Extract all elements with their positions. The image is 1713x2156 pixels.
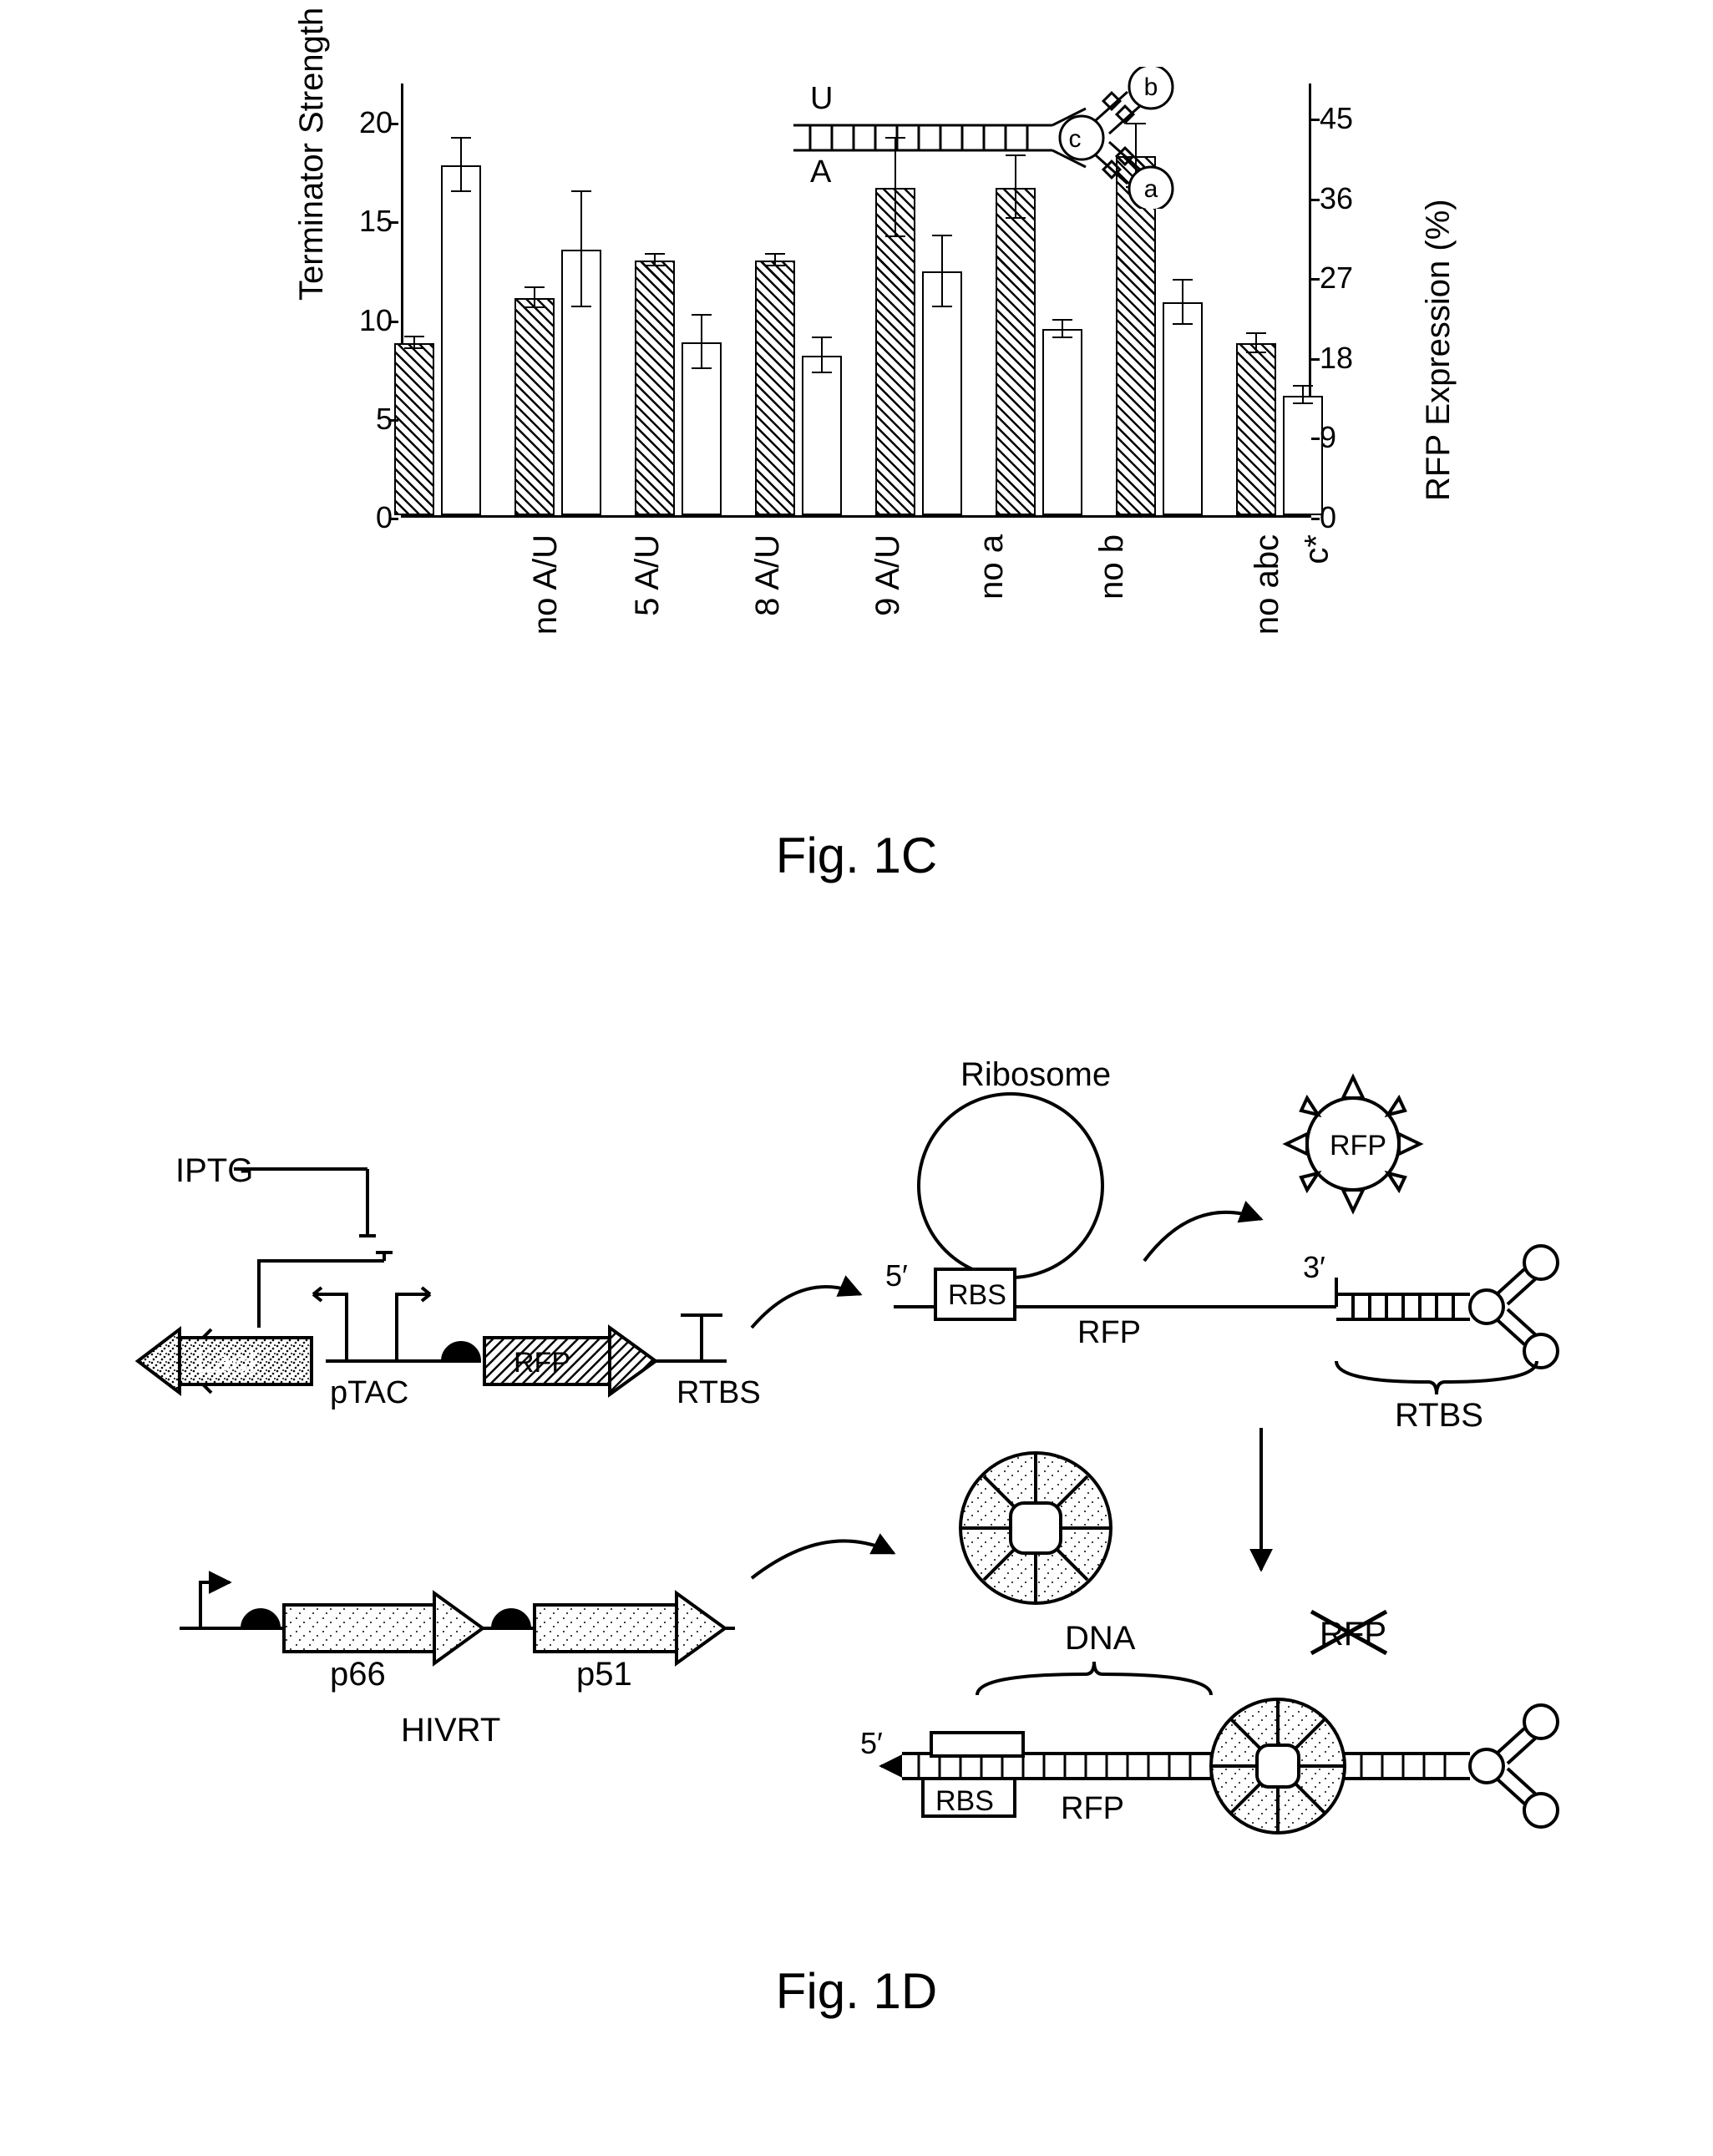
- figure-1c: Terminator Strength (Tₛ) RFP Expression …: [234, 50, 1478, 802]
- inset-loop-b: b: [1144, 73, 1158, 101]
- figure-1d: IPTG LacI pTAC RFP RTBS: [134, 1027, 1579, 1946]
- inset-loop-c: c: [1069, 125, 1082, 153]
- x-category-label: no abc: [1249, 534, 1286, 635]
- bar-ts: [514, 298, 555, 515]
- x-category-label: 8 A/U: [749, 534, 787, 616]
- figure-1c-caption: Fig. 1C: [0, 827, 1713, 884]
- inset-u-label: U: [810, 81, 833, 116]
- iptg-label: IPTG: [175, 1152, 253, 1189]
- bar-rfp: [441, 165, 481, 515]
- bar-rfp: [1283, 396, 1323, 515]
- y-axis-label-right: RFP Expression (%): [1420, 199, 1457, 501]
- laci-label: LacI: [196, 1344, 256, 1379]
- bar-rfp: [1163, 302, 1203, 515]
- rtbs-brace-label: RTBS: [1395, 1397, 1483, 1434]
- rbs-label-2: RBS: [935, 1785, 994, 1817]
- p51-label: p51: [576, 1656, 632, 1693]
- hivrt-label: HIVRT: [401, 1712, 500, 1749]
- dna-label: DNA: [1065, 1620, 1136, 1657]
- rfp-mrna-label: RFP: [1077, 1315, 1141, 1350]
- three-prime-label: 3′: [1303, 1250, 1325, 1284]
- rfp-protein-label: RFP: [1330, 1130, 1386, 1162]
- bar-ts: [635, 261, 675, 515]
- bar-rfp: [922, 271, 962, 515]
- bar-ts: [1116, 156, 1156, 515]
- bar-rfp: [1042, 329, 1082, 515]
- x-category-label: c*: [1299, 534, 1336, 564]
- bar-ts: [1236, 343, 1276, 515]
- ytick-left: 15: [351, 204, 393, 239]
- ptac-label: pTAC: [330, 1375, 408, 1410]
- five-prime-2: 5′: [860, 1726, 883, 1760]
- rfp-dna-label: RFP: [1061, 1791, 1124, 1826]
- bar-ts: [394, 343, 434, 515]
- inset-loop-a: a: [1144, 175, 1158, 203]
- bar-ts: [755, 261, 795, 515]
- ytick-right: 0: [1320, 500, 1370, 535]
- x-category-label: no A/U: [527, 534, 565, 635]
- rna-structure-inset: U A c b a: [777, 67, 1211, 209]
- ytick-right: 9: [1320, 420, 1370, 455]
- x-category-label: no a: [973, 534, 1011, 600]
- ytick-right: 36: [1320, 181, 1370, 216]
- figure-1d-caption: Fig. 1D: [0, 1962, 1713, 2020]
- ytick-right: 18: [1320, 341, 1370, 376]
- ytick-left: 20: [351, 105, 393, 140]
- ytick-right: 45: [1320, 101, 1370, 136]
- rtbs-term-label: RTBS: [677, 1375, 761, 1410]
- x-category-label: 9 A/U: [869, 534, 907, 616]
- rbs-label-1: RBS: [948, 1279, 1006, 1311]
- ytick-left: 10: [351, 303, 393, 338]
- bar-rfp: [802, 356, 842, 515]
- rfp-gene-label: RFP: [514, 1347, 570, 1379]
- p66-label: p66: [330, 1656, 386, 1693]
- inset-a-label: A: [810, 154, 832, 190]
- ribosome-label: Ribosome: [960, 1056, 1111, 1093]
- bar-ts: [996, 188, 1036, 515]
- ytick-left: 0: [351, 500, 393, 535]
- y-axis-label-left: Terminator Strength (Tₛ): [292, 0, 331, 301]
- ytick-left: 5: [351, 402, 393, 437]
- x-category-label: no b: [1093, 534, 1131, 600]
- ytick-right: 27: [1320, 261, 1370, 296]
- x-category-label: 5 A/U: [629, 534, 666, 616]
- five-prime-1: 5′: [885, 1258, 908, 1293]
